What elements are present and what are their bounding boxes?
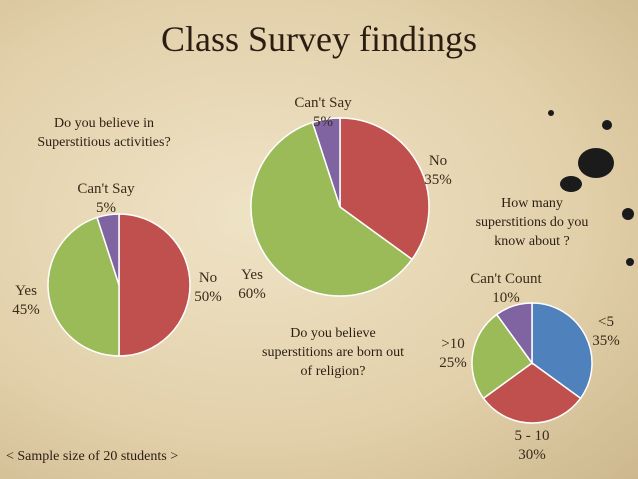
ink-splatter-decoration — [626, 258, 634, 266]
pie1-slice-yes — [47, 216, 120, 357]
chart2-label-cant-say: Can't Say 5% — [283, 94, 363, 132]
ink-splatter-decoration — [548, 110, 554, 116]
chart1-label-no-name: No — [198, 270, 218, 286]
chart1-label-cant-say: Can't Say 5% — [66, 180, 146, 218]
chart3-label-gt10-name: >10 — [441, 336, 465, 352]
chart2-label-yes-name: Yes — [241, 267, 263, 283]
chart1-label-yes-value: 45% — [12, 302, 40, 318]
chart3-label-cant-count-name: Can't Count — [470, 271, 542, 287]
pie3-slice-5 — [531, 302, 593, 400]
chart3-label-lt5-name: <5 — [598, 314, 614, 330]
pie2-slice-yes — [250, 121, 414, 297]
pie1-slice-no — [118, 213, 191, 357]
chart1-label-cant-say-name: Can't Say — [77, 181, 135, 197]
pie2-slice-no — [339, 117, 430, 261]
chart3-label-cant-count-value: 10% — [492, 290, 520, 306]
pie-chart-2 — [250, 117, 430, 297]
ink-splatter-decoration — [578, 148, 614, 178]
ink-splatter-decoration — [602, 120, 612, 130]
chart2-label-cant-say-value: 5% — [313, 114, 333, 130]
ink-splatter-decoration — [622, 208, 634, 220]
chart3-label-5-10-name: 5 - 10 — [514, 428, 550, 444]
chart2-question: Do you believe superstitions are born ou… — [262, 326, 404, 379]
slide-title: Class Survey findings — [160, 19, 477, 59]
chart2-label-no-name: No — [428, 153, 448, 169]
chart1-label-cant-say-value: 5% — [96, 200, 116, 216]
chart1-label-no-value: 50% — [194, 289, 222, 305]
pie2-slice-can-t-say — [311, 117, 341, 208]
chart3-label-lt5: <5 35% — [586, 313, 626, 351]
pie3-slice-5-10 — [482, 362, 582, 424]
chart2-label-cant-say-name: Can't Say — [294, 95, 352, 111]
chart2-label-no-value: 35% — [424, 172, 452, 188]
pie-chart-1 — [47, 213, 191, 357]
chart3-label-cant-count: Can't Count 10% — [456, 270, 556, 308]
chart3-label-gt10-value: 25% — [439, 355, 467, 371]
pie1-slice-can-t-say — [96, 213, 120, 286]
chart2-label-yes-value: 60% — [238, 286, 266, 302]
chart1-label-yes-name: Yes — [15, 283, 37, 299]
chart3-label-5-10-value: 30% — [518, 447, 546, 463]
chart3-label-gt10: >10 25% — [433, 335, 473, 373]
chart2-label-no: No 35% — [418, 152, 458, 190]
chart1-label-yes: Yes 45% — [6, 282, 46, 320]
pie-chart-3 — [471, 302, 593, 424]
chart2-label-yes: Yes 60% — [232, 266, 272, 304]
chart3-label-5-10: 5 - 10 30% — [506, 427, 558, 465]
sample-size-note: < Sample size of 20 students > — [6, 449, 179, 464]
chart3-question: How many superstitions do you know about… — [475, 196, 589, 249]
chart1-label-no: No 50% — [188, 269, 228, 307]
ink-splatter-decoration — [560, 176, 582, 192]
chart3-label-lt5-value: 35% — [592, 333, 620, 349]
pie3-slice-can-t-count — [495, 302, 533, 366]
chart1-question: Do you believe in Superstitious activiti… — [37, 116, 171, 150]
pie3-slice-10 — [471, 313, 534, 400]
